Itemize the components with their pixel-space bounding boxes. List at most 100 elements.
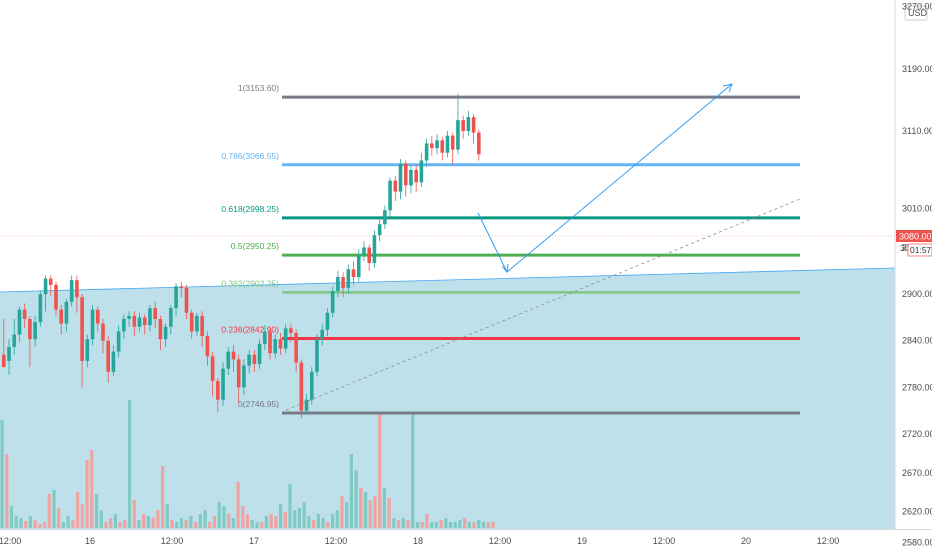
- candle-body: [163, 326, 168, 340]
- price-tick-label: 3190.00: [902, 64, 932, 74]
- candle-body: [142, 317, 147, 326]
- volume-bar: [448, 522, 453, 528]
- candle-body: [398, 163, 403, 192]
- candle-body: [116, 331, 121, 352]
- volume-bar: [94, 494, 99, 528]
- volume-bar: [61, 522, 66, 528]
- time-tick-label: 16: [85, 536, 95, 546]
- time-tick-label: 12:00: [653, 536, 676, 546]
- volume-bar: [255, 522, 259, 528]
- volume-bar: [175, 522, 179, 528]
- time-axis-ticks: 12:00 16 12:00 17 12:00 18 12:00 19 12:00 20 12:00: [0, 536, 839, 546]
- candle-body: [38, 294, 43, 323]
- volume-bar: [491, 522, 495, 528]
- candle-body: [299, 362, 304, 411]
- candle-body: [289, 328, 293, 333]
- candle-body: [2, 354, 6, 368]
- candle-body: [43, 278, 48, 295]
- volume-bar: [80, 504, 84, 528]
- candle-body: [341, 277, 345, 288]
- ascending-channel-area: [0, 268, 895, 529]
- candle-body: [200, 315, 204, 337]
- volume-bar: [406, 520, 410, 528]
- currency-label: USD: [908, 8, 928, 18]
- volume-bar: [212, 516, 217, 528]
- volume-bar: [198, 514, 202, 528]
- volume-bar: [57, 508, 61, 528]
- volume-bar: [231, 518, 235, 528]
- volume-bar: [127, 400, 132, 528]
- candle-body: [205, 336, 210, 357]
- candle-body: [304, 399, 309, 411]
- volume-bar: [227, 514, 231, 528]
- volume-bar: [264, 516, 269, 528]
- price-axis-panel[interactable]: [895, 0, 932, 550]
- volume-bar: [297, 508, 302, 528]
- volume-bar: [5, 454, 9, 528]
- candle-body: [419, 160, 424, 183]
- candle-body: [28, 318, 32, 340]
- volume-bar: [363, 492, 368, 528]
- candle-body: [383, 210, 387, 225]
- candle-body: [440, 140, 445, 153]
- price-tick-label: 2670.00: [902, 468, 932, 478]
- price-tick-label: 3010.00: [902, 204, 932, 214]
- dashed-trend-line[interactable]: [285, 198, 801, 411]
- volume-bar: [142, 514, 146, 528]
- volume-bar: [486, 522, 490, 528]
- volume-bar: [24, 521, 28, 528]
- volume-bar: [245, 514, 250, 528]
- projection-arrow[interactable]: [477, 83, 733, 274]
- volume-bar: [222, 506, 226, 528]
- candle-body: [132, 315, 137, 327]
- volume-bar: [109, 518, 113, 528]
- time-tick-label: 12:00: [817, 536, 840, 546]
- candle-body: [351, 269, 356, 278]
- price-tick-label: 2840.00: [902, 336, 932, 346]
- volume-bar: [118, 522, 122, 528]
- volume-bar: [463, 518, 467, 528]
- fib-level-label: 0.5(2950.25): [231, 241, 279, 251]
- candle-body: [450, 135, 455, 150]
- volume-bar: [354, 470, 358, 528]
- volume-bar: [104, 522, 108, 528]
- candle-body: [80, 297, 84, 361]
- volume-bar: [250, 520, 254, 528]
- candle-body: [403, 163, 408, 186]
- last-price-tag: [896, 230, 932, 242]
- volume-bar: [420, 522, 424, 528]
- volume-bar: [137, 520, 141, 528]
- volume-bar: [90, 450, 94, 528]
- volume-bar: [396, 520, 401, 528]
- currency-button[interactable]: [904, 5, 928, 21]
- volume-bar: [156, 510, 160, 528]
- volume-bar: [349, 454, 353, 528]
- candle-body: [445, 135, 450, 153]
- candle-body: [75, 280, 79, 298]
- volume-bar: [430, 522, 434, 528]
- candle-body: [456, 120, 460, 150]
- price-tick-label: 3270.00: [902, 2, 932, 12]
- volume-bars: [0, 400, 495, 528]
- volume-bar: [33, 520, 37, 528]
- volume-bar: [411, 412, 415, 528]
- candlestick-series: [2, 93, 481, 419]
- volume-bar: [278, 504, 283, 528]
- volume-bar: [52, 490, 56, 528]
- fib-level-label: 0.618(2998.25): [221, 204, 279, 214]
- candle-body: [247, 354, 251, 366]
- candle-body: [268, 331, 272, 354]
- candle-body: [216, 381, 220, 400]
- volume-bar: [415, 522, 420, 528]
- candle-body: [54, 284, 58, 310]
- volume-bar: [345, 502, 349, 528]
- candle-body: [414, 169, 418, 183]
- candle-body: [362, 247, 366, 256]
- candle-body: [377, 224, 382, 236]
- candle-body: [226, 351, 231, 369]
- volume-bar: [160, 466, 165, 528]
- volume-bar: [85, 460, 89, 528]
- price-tick-label: 2620.00: [902, 507, 932, 517]
- volume-bar: [293, 510, 297, 528]
